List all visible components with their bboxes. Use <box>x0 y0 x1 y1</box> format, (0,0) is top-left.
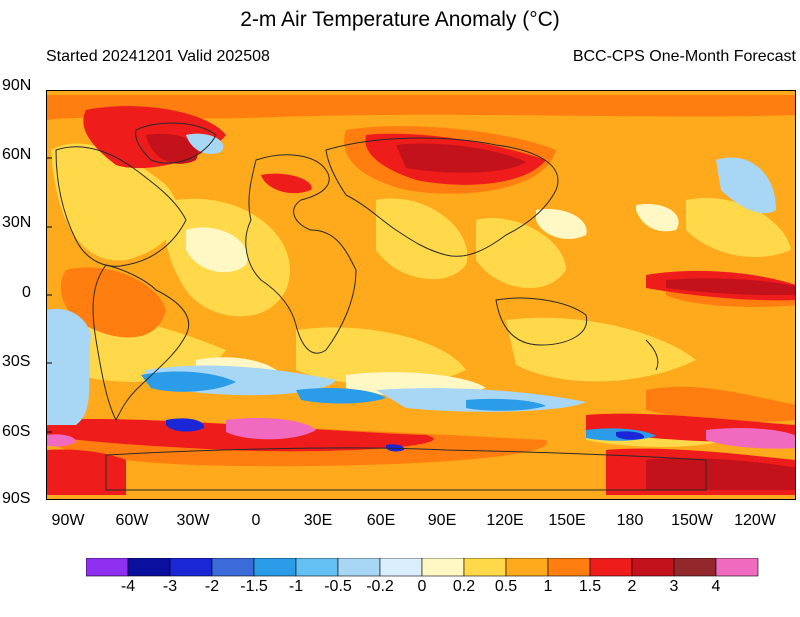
colorbar-label: 1 <box>543 578 553 595</box>
chart-title: 2-m Air Temperature Anomaly (°C) <box>240 8 560 31</box>
lon-label-120e: 120E <box>486 512 524 529</box>
colorbar <box>86 558 759 577</box>
colorbar-cell <box>631 558 675 577</box>
colorbar-cell <box>169 558 213 577</box>
lat-label-eq: 0 <box>22 284 31 301</box>
colorbar-label: -1 <box>288 578 304 595</box>
colorbar-cell <box>337 558 381 577</box>
coastlines <box>55 122 707 491</box>
lon-label-150e: 150E <box>548 512 586 529</box>
lon-label-0: 0 <box>251 512 261 529</box>
colorbar-label: -1.5 <box>240 578 268 595</box>
colorbar-cell <box>127 558 171 577</box>
lat-label-30n: 30N <box>2 214 32 231</box>
lat-label-90s: 90S <box>2 490 31 507</box>
lon-label-180: 180 <box>616 512 644 529</box>
lat-label-90n: 90N <box>2 77 32 94</box>
colorbar-label: 1.5 <box>578 578 602 595</box>
colorbar-cell <box>295 558 339 577</box>
lon-label-60e: 60E <box>366 512 396 529</box>
lon-label-60w: 60W <box>115 512 149 529</box>
latitude-ticks <box>46 90 52 433</box>
anomaly-map <box>46 90 796 500</box>
colorbar-label: 0.5 <box>494 578 518 595</box>
lat-label-60n: 60N <box>2 146 32 163</box>
colorbar-label: 4 <box>711 578 721 595</box>
colorbar-cell <box>86 558 129 577</box>
colorbar-label: 2 <box>627 578 637 595</box>
lon-label-90e: 90E <box>427 512 457 529</box>
lon-label-30w: 30W <box>176 512 210 529</box>
lon-label-120w: 120W <box>734 512 776 529</box>
colorbar-cell <box>673 558 717 577</box>
colorbar-cell <box>253 558 297 577</box>
colorbar-cell <box>463 558 507 577</box>
colorbar-cell <box>379 558 423 577</box>
colorbar-label: 0 <box>417 578 427 595</box>
forecast-model: BCC-CPS One-Month Forecast <box>572 48 796 65</box>
lat-label-30s: 30S <box>2 353 31 370</box>
lon-label-30e: 30E <box>303 512 333 529</box>
colorbar-cell <box>211 558 255 577</box>
colorbar-cell <box>715 558 759 577</box>
colorbar-cell <box>589 558 633 577</box>
colorbar-cell <box>421 558 465 577</box>
colorbar-label: 0.2 <box>452 578 476 595</box>
moderate-cool-regions <box>141 371 656 441</box>
lat-label-60s: 60S <box>2 423 31 440</box>
colorbar-label: -4 <box>120 578 136 595</box>
colorbar-cell <box>505 558 549 577</box>
colorbar-label: -0.5 <box>324 578 352 595</box>
colorbar-label: -3 <box>162 578 178 595</box>
colorbar-label: -2 <box>204 578 220 595</box>
strong-warm-regions <box>146 133 796 490</box>
lon-label-90w: 90W <box>51 512 85 529</box>
colorbar-label: -0.2 <box>366 578 394 595</box>
strong-cool-regions <box>166 418 645 452</box>
colorbar-cell <box>547 558 591 577</box>
forecast-dates: Started 20241201 Valid 202508 <box>46 48 270 65</box>
extreme-warm-regions <box>46 418 796 449</box>
colorbar-label: 3 <box>669 578 679 595</box>
lon-label-150w: 150W <box>671 512 713 529</box>
